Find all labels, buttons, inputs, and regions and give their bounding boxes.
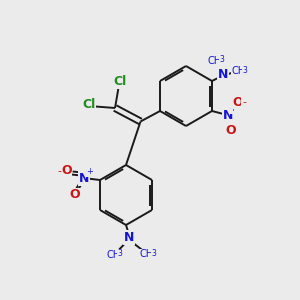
Text: N: N [79,172,90,185]
Text: CH: CH [140,249,154,260]
Text: 3: 3 [118,249,123,258]
Text: O: O [61,164,72,177]
Text: 3: 3 [243,66,248,75]
Text: -: - [58,166,62,176]
Text: -: - [242,97,246,107]
Text: CH: CH [208,56,222,66]
Text: O: O [232,95,243,109]
Text: N: N [222,109,233,122]
Text: CH: CH [231,66,245,76]
Text: +: + [86,167,93,176]
Text: N: N [218,68,229,81]
Text: CH: CH [106,250,121,260]
Text: O: O [225,124,236,137]
Text: +: + [230,104,236,113]
Text: 3: 3 [219,55,224,64]
Text: Cl: Cl [113,75,127,88]
Text: O: O [69,188,80,202]
Text: N: N [124,231,134,244]
Text: 3: 3 [152,249,156,258]
Text: Cl: Cl [82,98,95,111]
